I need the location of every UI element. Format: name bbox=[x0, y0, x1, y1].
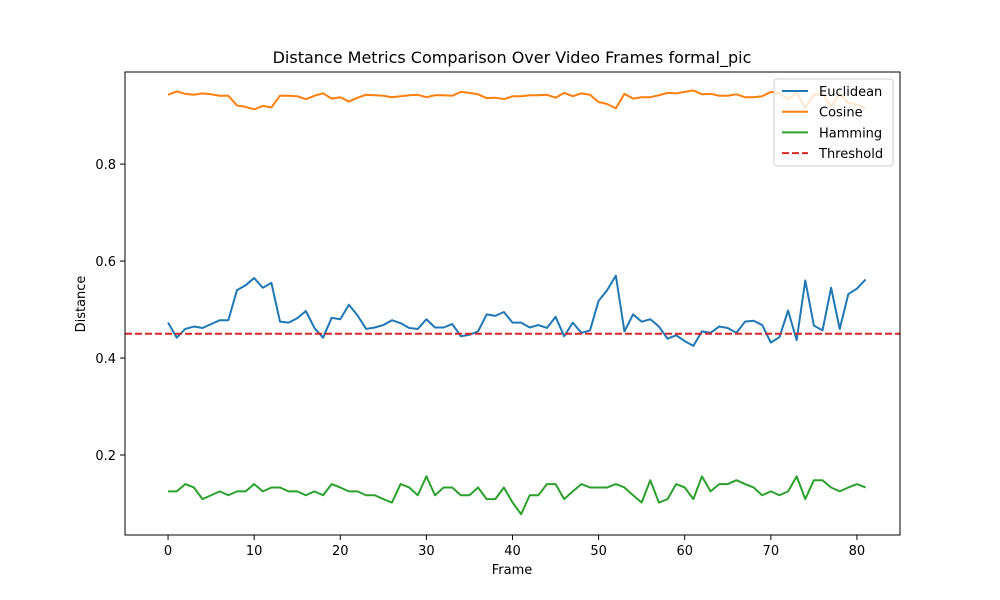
x-tick-label: 0 bbox=[164, 544, 172, 559]
x-tick-label: 40 bbox=[504, 544, 521, 559]
plot-area bbox=[124, 71, 901, 536]
y-axis-label: Distance bbox=[74, 276, 89, 333]
y-tick-label: 0.8 bbox=[95, 158, 116, 173]
y-tick-label: 0.6 bbox=[95, 255, 116, 270]
y-axis: 0.2 0.4 0.6 0.8 bbox=[95, 158, 125, 464]
legend-label-hamming: Hamming bbox=[819, 126, 882, 141]
x-tick-label: 80 bbox=[849, 544, 866, 559]
x-tick-label: 60 bbox=[676, 544, 693, 559]
x-axis-label: Frame bbox=[492, 563, 533, 578]
x-tick-label: 30 bbox=[418, 544, 435, 559]
x-tick-label: 20 bbox=[332, 544, 349, 559]
legend-label-threshold: Threshold bbox=[818, 147, 883, 162]
series-line-euclidean bbox=[167, 274, 867, 347]
series-line-cosine bbox=[167, 89, 866, 111]
y-tick-label: 0.4 bbox=[95, 352, 116, 367]
x-axis: 0 10 20 30 40 50 60 70 80 bbox=[164, 535, 865, 559]
series-line-hamming bbox=[168, 475, 866, 516]
y-tick-label: 0.2 bbox=[95, 449, 116, 464]
chart-title: Distance Metrics Comparison Over Video F… bbox=[273, 48, 752, 68]
legend: Euclidean Cosine Hamming Threshold bbox=[773, 78, 894, 167]
x-tick-label: 10 bbox=[246, 544, 263, 559]
legend-box bbox=[773, 78, 894, 167]
legend-label-cosine: Cosine bbox=[819, 106, 863, 121]
legend-label-euclidean: Euclidean bbox=[819, 85, 882, 100]
x-tick-label: 70 bbox=[763, 544, 780, 559]
x-tick-label: 50 bbox=[590, 544, 607, 559]
